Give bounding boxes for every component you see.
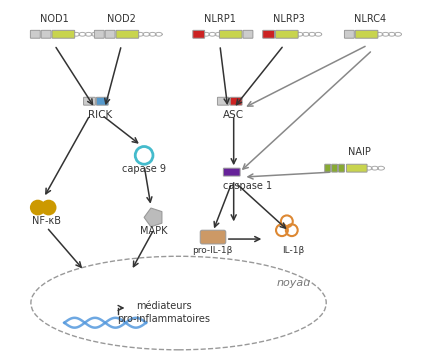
FancyBboxPatch shape bbox=[41, 30, 51, 38]
FancyBboxPatch shape bbox=[332, 164, 338, 172]
FancyBboxPatch shape bbox=[30, 30, 40, 38]
Text: NOD1: NOD1 bbox=[40, 14, 69, 24]
FancyBboxPatch shape bbox=[345, 30, 354, 38]
FancyBboxPatch shape bbox=[243, 30, 253, 38]
FancyBboxPatch shape bbox=[217, 97, 229, 105]
FancyBboxPatch shape bbox=[96, 97, 108, 105]
Text: NLRP3: NLRP3 bbox=[273, 14, 305, 24]
FancyBboxPatch shape bbox=[105, 30, 115, 38]
Circle shape bbox=[41, 200, 56, 216]
FancyBboxPatch shape bbox=[52, 30, 75, 38]
Text: MAPK: MAPK bbox=[140, 226, 168, 236]
Text: capase 9: capase 9 bbox=[122, 164, 166, 174]
FancyBboxPatch shape bbox=[95, 30, 104, 38]
FancyBboxPatch shape bbox=[223, 168, 240, 176]
Text: noyau: noyau bbox=[276, 279, 311, 288]
FancyBboxPatch shape bbox=[346, 164, 367, 172]
FancyBboxPatch shape bbox=[263, 30, 274, 38]
Text: caspase 1: caspase 1 bbox=[223, 181, 272, 191]
Text: NOD2: NOD2 bbox=[107, 14, 136, 24]
FancyBboxPatch shape bbox=[193, 30, 205, 38]
FancyBboxPatch shape bbox=[339, 164, 345, 172]
FancyBboxPatch shape bbox=[83, 97, 95, 105]
Text: ASC: ASC bbox=[223, 110, 244, 120]
FancyBboxPatch shape bbox=[230, 97, 242, 105]
FancyBboxPatch shape bbox=[355, 30, 378, 38]
Text: NLRC4: NLRC4 bbox=[354, 14, 386, 24]
FancyBboxPatch shape bbox=[276, 30, 298, 38]
Text: NAIP: NAIP bbox=[348, 147, 371, 158]
FancyBboxPatch shape bbox=[116, 30, 139, 38]
Text: pro-IL-1β: pro-IL-1β bbox=[192, 246, 232, 255]
Text: NLRP1: NLRP1 bbox=[204, 14, 236, 24]
Circle shape bbox=[30, 200, 46, 216]
Text: NF-κB: NF-κB bbox=[32, 216, 61, 226]
Text: RICK: RICK bbox=[88, 110, 112, 120]
FancyBboxPatch shape bbox=[200, 230, 226, 244]
Text: médiateurs
pro-inflammatoires: médiateurs pro-inflammatoires bbox=[117, 301, 210, 324]
Text: IL-1β: IL-1β bbox=[282, 246, 304, 255]
FancyBboxPatch shape bbox=[220, 30, 242, 38]
FancyBboxPatch shape bbox=[325, 164, 331, 172]
